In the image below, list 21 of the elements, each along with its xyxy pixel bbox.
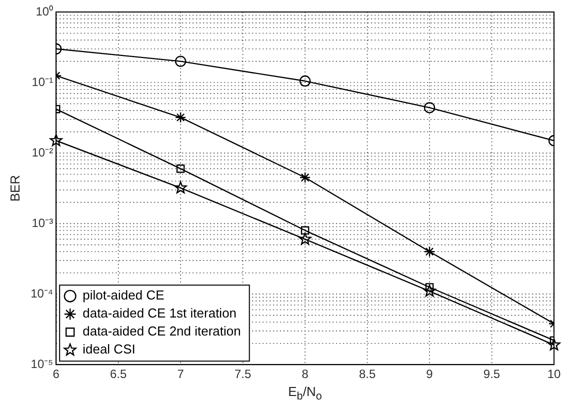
legend-label: pilot-aided CE	[82, 288, 165, 303]
x-tick-label: 9.5	[483, 367, 500, 382]
legend-label: ideal CSI	[82, 342, 136, 357]
x-axis-title: E$_{b}$/N$_{o}$	[287, 384, 323, 403]
y-tick-label: 10⁻¹	[32, 74, 54, 89]
y-tick-label: 10⁰	[36, 4, 54, 18]
legend-label: data-aided CE 2nd iteration	[82, 324, 241, 339]
x-tick-label: 6	[52, 367, 60, 382]
y-tick-label: 10⁻³	[32, 216, 54, 230]
y-tick-label: 10⁻⁴	[30, 286, 54, 300]
legend-label: data-aided CE 1st iteration	[82, 306, 237, 321]
x-tick-label: 10	[547, 367, 561, 382]
x-tick-label: 8.5	[358, 367, 376, 382]
x-tick-label: 8	[302, 367, 309, 382]
x-tick-label: 7.5	[234, 367, 252, 382]
y-tick-label: 10⁻²	[32, 145, 54, 160]
x-tick-label: 9	[426, 367, 434, 382]
y-axis-title: BER	[7, 174, 22, 202]
y-tick-label: 10⁻⁵	[30, 356, 54, 371]
x-tick-label: 6.5	[110, 367, 128, 382]
x-tick-label: 7	[177, 367, 184, 382]
